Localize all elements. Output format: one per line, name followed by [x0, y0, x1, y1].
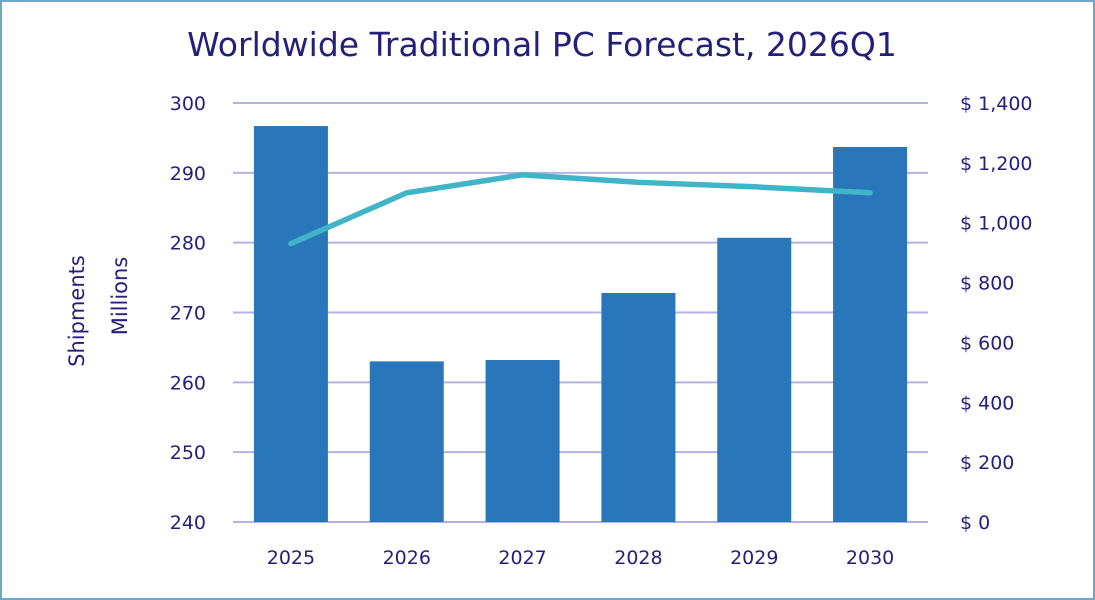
y-right-tick-label: $ 400 [960, 392, 1014, 414]
price-line [288, 172, 873, 247]
x-tick-label: 2029 [730, 547, 778, 569]
x-tick-label: 2030 [846, 547, 894, 569]
y-left-tick-label: 250 [170, 442, 206, 464]
x-tick-label: 2025 [267, 547, 315, 569]
y-left-tick-label: 260 [170, 372, 206, 394]
y-axis-right: $ 0 $ 200 $ 400 $ 600 $ 800 $ 1,000 $ 1,200 $ 1… [960, 93, 1033, 534]
y-axis-label-millions: Millions [108, 257, 132, 336]
y-left-tick-label: 240 [170, 512, 206, 534]
x-tick-label: 2026 [383, 547, 431, 569]
y-right-tick-label: $ 800 [960, 273, 1014, 295]
y-axis-label-shipments: Shipments [65, 255, 89, 367]
y-right-tick-label: $ 1,200 [960, 153, 1033, 175]
y-left-tick-label: 290 [170, 163, 206, 185]
y-left-tick-label: 270 [170, 303, 206, 325]
chart-title: Worldwide Traditional PC Forecast, 2026Q… [187, 25, 897, 64]
x-tick-label: 2027 [498, 547, 546, 569]
bar-2028 [601, 292, 676, 522]
y-left-tick-label: 280 [170, 233, 206, 255]
y-right-tick-label: $ 0 [960, 512, 990, 534]
bar-2026 [369, 361, 444, 522]
y-left-tick-label: 300 [170, 93, 206, 115]
y-right-tick-label: $ 600 [960, 332, 1014, 354]
bar-2030 [833, 146, 908, 522]
bar-2027 [485, 359, 560, 522]
y-right-tick-label: $ 1,000 [960, 213, 1033, 235]
bar-2025 [253, 126, 328, 523]
y-right-tick-label: $ 200 [960, 452, 1014, 474]
y-right-tick-label: $ 1,400 [960, 93, 1033, 115]
bar-2029 [717, 237, 792, 523]
y-axis-left: 240 250 260 270 280 290 300 [170, 93, 206, 534]
x-axis: 2025 2026 2027 2028 2029 2030 [267, 547, 895, 569]
line-series [288, 172, 873, 247]
gridlines [233, 102, 928, 523]
bars [253, 126, 908, 523]
x-tick-label: 2028 [614, 547, 662, 569]
